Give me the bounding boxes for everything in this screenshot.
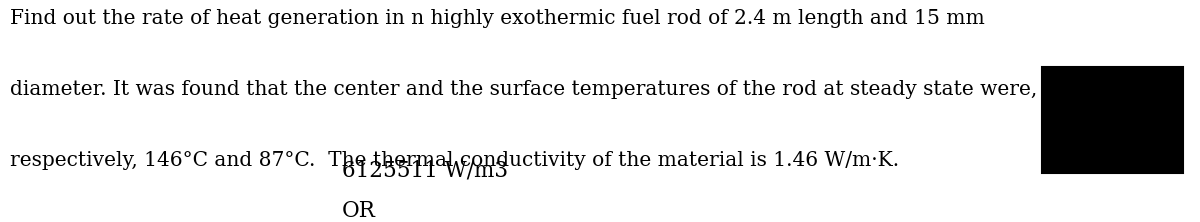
Text: Find out the rate of heat generation in n highly exothermic fuel rod of 2.4 m le: Find out the rate of heat generation in … [10,9,984,28]
Text: respectively, 146°C and 87°C.  The thermal conductivity of the material is 1.46 : respectively, 146°C and 87°C. The therma… [10,151,899,170]
FancyBboxPatch shape [1042,67,1183,173]
Text: OR: OR [342,200,376,222]
Text: 6125511 W/m3: 6125511 W/m3 [342,160,508,182]
Text: diameter. It was found that the center and the surface temperatures of the rod a: diameter. It was found that the center a… [10,80,1037,99]
